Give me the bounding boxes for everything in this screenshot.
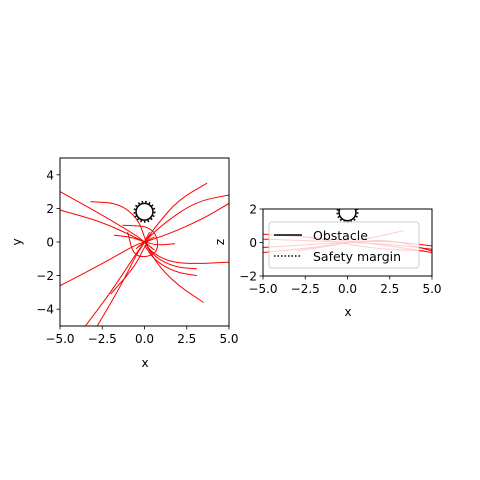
p1-trajectory-5 bbox=[110, 238, 150, 295]
p1-safety-margin-circle bbox=[133, 200, 156, 223]
xy-trajectories bbox=[60, 182, 229, 326]
p1-trajectory-7 bbox=[135, 194, 229, 250]
xy-plot: −5.0 −2.5 0.0 2.5 5.0 −4 −2 0 2 4 x y bbox=[10, 157, 239, 370]
p1-obstacle-circle bbox=[135, 202, 154, 221]
p2-xtick-label: 5.0 bbox=[422, 282, 441, 296]
p2-ytick-label: 2 bbox=[249, 203, 257, 217]
p1-xtick-label: −2.5 bbox=[88, 332, 117, 346]
xy-ylabel: y bbox=[10, 238, 24, 245]
p2-ytick-label: 0 bbox=[249, 236, 257, 250]
xy-obstacle bbox=[133, 200, 156, 223]
xz-x-ticks: −5.0 −2.5 0.0 2.5 5.0 bbox=[248, 276, 442, 296]
xz-plot: Obstacle Safety margin −5.0 −2.5 0.0 2.5 5.0… bbox=[213, 203, 442, 320]
p1-xtick-label: −5.0 bbox=[45, 332, 74, 346]
p1-xtick-label: 5.0 bbox=[219, 332, 238, 346]
xz-ylabel: z bbox=[213, 239, 227, 245]
p1-xtick-label: 0.0 bbox=[135, 332, 154, 346]
p2-xtick-label: 2.5 bbox=[380, 282, 399, 296]
legend-box bbox=[268, 221, 420, 269]
p1-ytick-label: 0 bbox=[46, 236, 54, 250]
xz-xlabel: x bbox=[344, 305, 351, 319]
xz-y-ticks: −2 0 2 bbox=[239, 203, 263, 284]
p1-ytick-label: −2 bbox=[36, 269, 54, 283]
legend-safety-margin-label: Safety margin bbox=[313, 249, 401, 264]
p1-ytick-label: 4 bbox=[46, 168, 54, 182]
p1-trajectory-8 bbox=[137, 202, 229, 248]
legend: Obstacle Safety margin bbox=[268, 221, 420, 269]
p1-trajectory-13 bbox=[90, 201, 149, 248]
p2-xtick-label: −2.5 bbox=[291, 282, 320, 296]
p1-ytick-label: −4 bbox=[36, 303, 54, 317]
p2-ytick-label: −2 bbox=[239, 270, 257, 284]
p2-obstacle-circle bbox=[338, 209, 357, 222]
xy-xlabel: x bbox=[141, 356, 148, 370]
p2-xtick-label: 0.0 bbox=[338, 282, 357, 296]
legend-obstacle-label: Obstacle bbox=[313, 228, 368, 243]
xy-x-ticks: −5.0 −2.5 0.0 2.5 5.0 bbox=[45, 326, 239, 346]
p2-xtick-label: −5.0 bbox=[248, 282, 277, 296]
p1-trajectory-14 bbox=[114, 234, 175, 246]
p1-trajectory-12 bbox=[144, 241, 204, 303]
p1-xtick-label: 2.5 bbox=[177, 332, 196, 346]
xy-y-ticks: −4 −2 0 2 4 bbox=[36, 168, 60, 317]
p1-ytick-label: 2 bbox=[46, 202, 54, 216]
p1-trajectory-10 bbox=[144, 241, 197, 270]
p1-trajectory-15 bbox=[122, 224, 159, 258]
